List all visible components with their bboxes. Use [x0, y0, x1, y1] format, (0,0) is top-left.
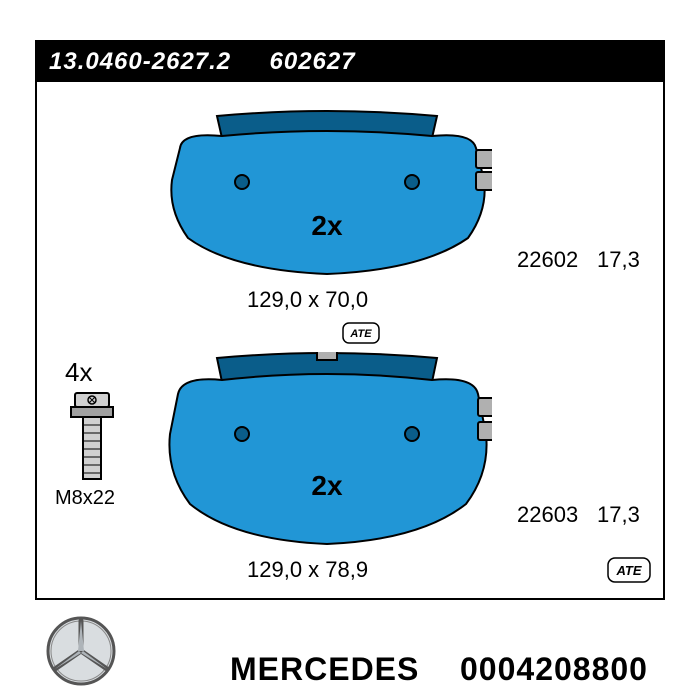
ate-logo: ATE — [342, 322, 380, 349]
pad-upper-dim: 129,0 x 70,0 — [247, 287, 368, 313]
pad-lower-code: 22603 — [517, 502, 578, 528]
pad-upper-qty: 2x — [311, 210, 342, 242]
bolt-spec: M8x22 — [55, 487, 115, 510]
header-band: 13.0460-2627.2 602627 — [37, 42, 663, 82]
pad-upper-svg — [162, 110, 492, 280]
pad-lower-thick: 17,3 — [597, 502, 640, 528]
svg-text:ATE: ATE — [615, 563, 641, 578]
brake-pad-lower: 2x — [162, 352, 492, 552]
diagram-body: 2x 129,0 x 70,0 22602 17,3 — [37, 82, 663, 594]
pad-lower-qty: 2x — [311, 470, 342, 502]
pad-upper-code: 22602 — [517, 247, 578, 273]
pad-lower-svg — [162, 352, 492, 552]
pad-upper-thick: 17,3 — [597, 247, 640, 273]
footer-brand: MERCEDES — [230, 651, 419, 688]
brake-pad-upper: 2x — [162, 110, 492, 280]
header-ref1: 13.0460-2627.2 — [49, 48, 231, 75]
bolt-qty: 4x — [65, 357, 92, 388]
header-ref2: 602627 — [270, 48, 356, 75]
footer-partno: 0004208800 — [460, 651, 648, 688]
ate-logo-2: ATE — [607, 557, 651, 588]
pad-lower-dim: 129,0 x 78,9 — [247, 557, 368, 583]
mercedes-logo-icon — [45, 615, 117, 692]
diagram-frame: 13.0460-2627.2 602627 2x 129,0 x — [35, 40, 665, 600]
svg-text:ATE: ATE — [349, 328, 372, 340]
